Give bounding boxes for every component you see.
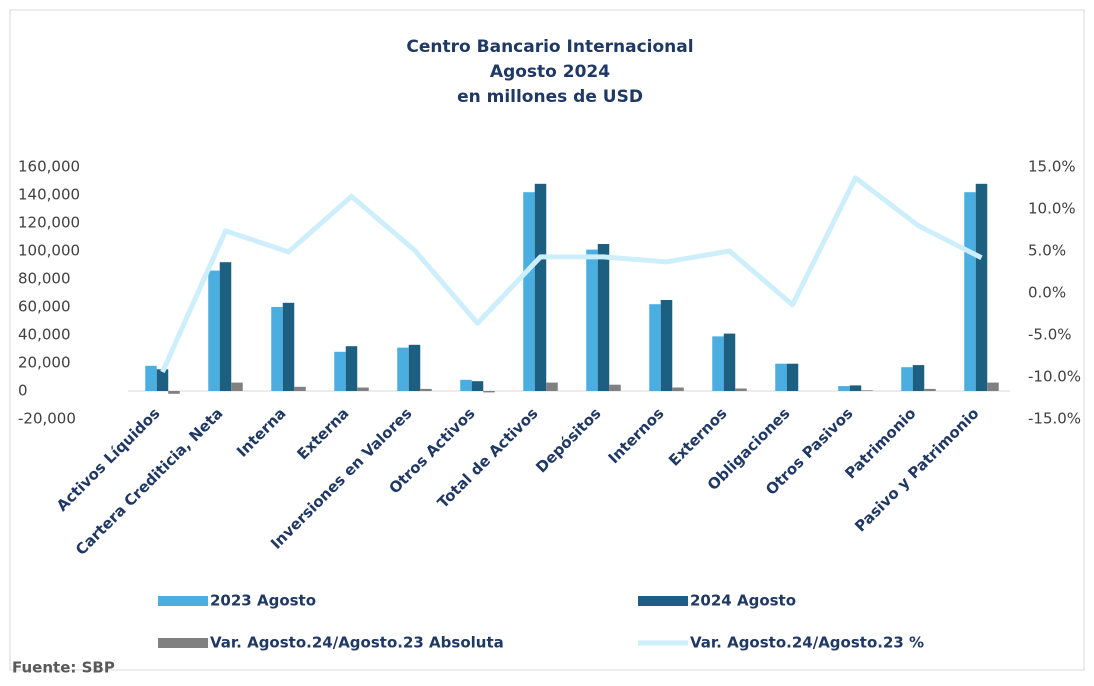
bar xyxy=(586,249,598,391)
bar xyxy=(420,388,432,391)
bar xyxy=(357,387,369,391)
bar xyxy=(849,385,862,391)
bar xyxy=(912,365,925,391)
bar xyxy=(723,333,736,391)
bar xyxy=(345,346,358,391)
bar xyxy=(609,384,621,391)
bar xyxy=(145,365,157,391)
y-tick-label: 20,000 xyxy=(18,354,71,372)
y-tick-label: 100,000 xyxy=(18,242,80,260)
bar xyxy=(397,347,409,391)
y2-tick-label: -15.0% xyxy=(1028,410,1081,428)
bar xyxy=(861,390,873,391)
bar xyxy=(924,388,936,391)
bar xyxy=(523,192,535,391)
y-tick-label: 160,000 xyxy=(18,158,80,176)
y2-tick-label: 5.0% xyxy=(1028,242,1066,260)
y-tick-label: 40,000 xyxy=(18,326,71,344)
bar xyxy=(672,387,684,391)
bar xyxy=(649,304,661,391)
bar xyxy=(534,183,547,391)
chart-frame xyxy=(9,9,1085,671)
bar xyxy=(546,382,558,391)
bar xyxy=(271,307,283,391)
y-tick-label: 80,000 xyxy=(18,270,71,288)
y-tick-label: 140,000 xyxy=(18,186,80,204)
bar xyxy=(901,367,913,391)
bar xyxy=(660,300,673,391)
bar xyxy=(775,363,787,391)
bar xyxy=(712,336,724,391)
bar xyxy=(735,388,747,391)
chart-subtitle: en millones de USD xyxy=(457,87,643,107)
bar xyxy=(483,391,495,393)
bar xyxy=(334,351,346,391)
legend-swatch xyxy=(158,638,208,648)
y2-tick-label: 0.0% xyxy=(1028,284,1066,302)
y-tick-label: -20,000 xyxy=(18,410,76,428)
bar xyxy=(975,183,988,391)
bar xyxy=(408,344,421,391)
bar xyxy=(168,391,180,394)
line xyxy=(160,175,983,373)
legend-label: 2024 Agosto xyxy=(690,592,796,610)
bar xyxy=(597,244,610,391)
y2-tick-label: -10.0% xyxy=(1028,368,1081,386)
chart-subtitle: Agosto 2024 xyxy=(490,62,610,82)
bar xyxy=(471,381,484,391)
bar xyxy=(156,369,169,391)
bar xyxy=(219,262,232,391)
bar xyxy=(282,302,295,391)
bar xyxy=(964,192,976,391)
y2-tick-label: -5.0% xyxy=(1028,326,1072,344)
legend-label: 2023 Agosto xyxy=(210,592,316,610)
bar xyxy=(231,382,243,391)
bar xyxy=(294,386,306,391)
legend-swatch xyxy=(158,596,208,606)
bar xyxy=(460,379,472,391)
y-tick-label: 0 xyxy=(18,382,28,400)
y2-tick-label: 15.0% xyxy=(1028,158,1076,176)
legend-label: Var. Agosto.24/Agosto.23 Absoluta xyxy=(210,634,504,652)
chart-title: Centro Bancario Internacional xyxy=(406,37,693,57)
bar xyxy=(786,363,799,391)
source: Fuente: SBP xyxy=(12,659,115,677)
bar xyxy=(838,386,850,391)
y2-tick-label: 10.0% xyxy=(1028,200,1076,218)
bar xyxy=(987,382,999,391)
legend-swatch xyxy=(638,596,688,606)
legend-label: Var. Agosto.24/Agosto.23 % xyxy=(690,634,924,652)
y-tick-label: 120,000 xyxy=(18,214,80,232)
bar xyxy=(208,270,220,391)
y-tick-label: 60,000 xyxy=(18,298,71,316)
